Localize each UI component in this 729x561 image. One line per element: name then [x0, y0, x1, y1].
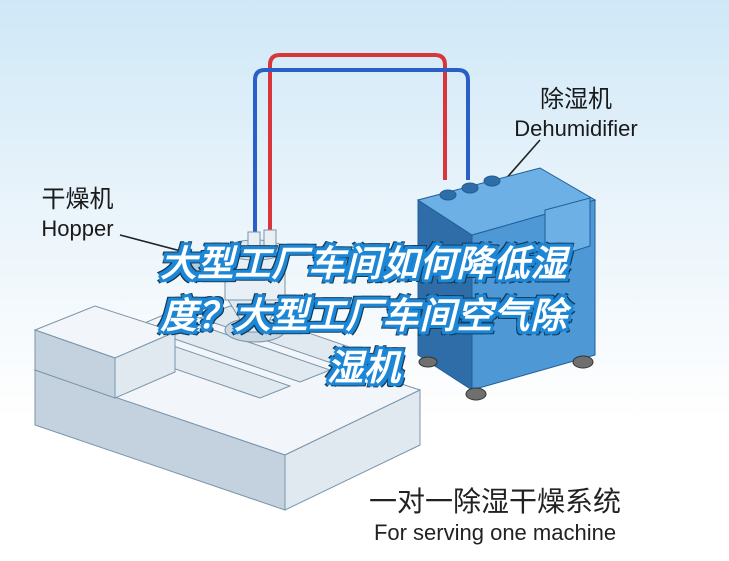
dehumidifier-label-en: Dehumidifier [476, 115, 676, 143]
hopper-label: 干燥机 Hopper [10, 185, 145, 243]
system-title-cn: 一对一除湿干燥系统 [305, 480, 685, 520]
system-title: 一对一除湿干燥系统 For serving one machine [305, 480, 685, 546]
overlay-line-3: 湿机 [104, 339, 624, 391]
dehumidifier-label: 除湿机 Dehumidifier [476, 85, 676, 143]
overlay-line-1: 大型工厂车间如何降低湿 [104, 235, 624, 287]
hopper-label-cn: 干燥机 [10, 185, 145, 215]
overlay-line-2: 度？大型工厂车间空气除 [104, 287, 624, 339]
overlay-title: 大型工厂车间如何降低湿 度？大型工厂车间空气除 湿机 [104, 235, 624, 391]
system-title-en: For serving one machine [305, 520, 685, 546]
dehumidifier-label-cn: 除湿机 [476, 85, 676, 115]
